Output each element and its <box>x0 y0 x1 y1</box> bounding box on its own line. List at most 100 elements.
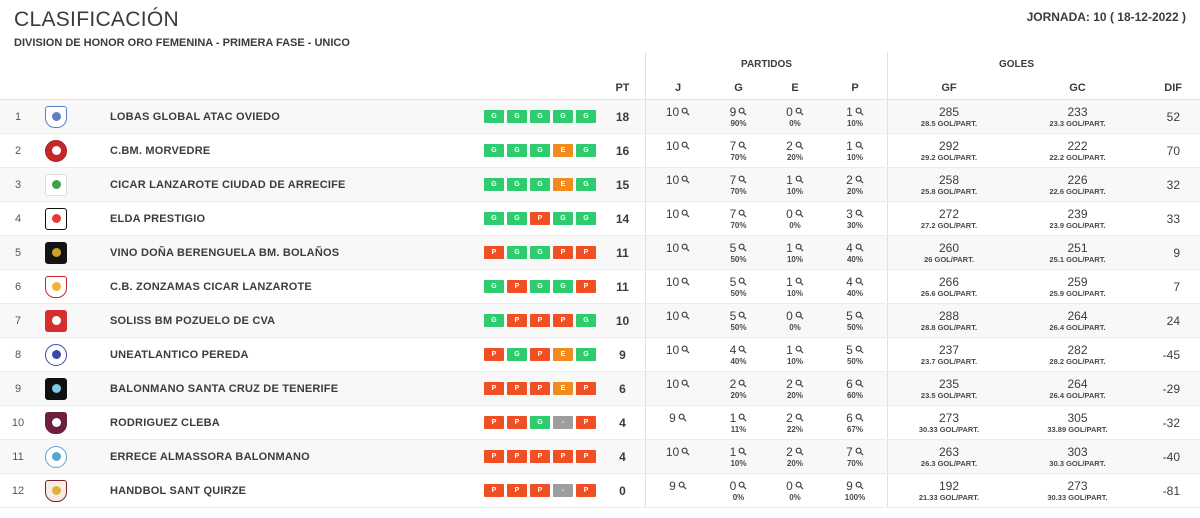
wins-cell[interactable]: 5 50% <box>710 304 767 337</box>
wins-cell[interactable]: 0 0% <box>710 474 767 507</box>
played-cell[interactable]: 10 <box>645 168 710 201</box>
points-value: 4 <box>619 449 626 464</box>
draws-cell[interactable]: 1 10% <box>767 270 823 303</box>
goals-against-average: 23.9 GOL/PART. <box>1049 220 1106 230</box>
wins-cell[interactable]: 2 20% <box>710 372 767 405</box>
magnifier-icon <box>738 311 747 320</box>
team-logo-cell <box>36 236 76 269</box>
draws-cell[interactable]: 0 0% <box>767 474 823 507</box>
team-logo-cell <box>36 406 76 439</box>
form-box: G <box>576 348 596 361</box>
losses-cell[interactable]: 4 40% <box>823 270 887 303</box>
draws-cell[interactable]: 2 22% <box>767 406 823 439</box>
played-cell[interactable]: 10 <box>645 372 710 405</box>
draws-cell[interactable]: 0 0% <box>767 202 823 235</box>
wins-cell[interactable]: 7 70% <box>710 202 767 235</box>
played-value: 10 <box>665 206 680 221</box>
wins-cell[interactable]: 9 90% <box>710 100 767 133</box>
played-cell[interactable]: 10 <box>645 134 710 167</box>
position-number: 1 <box>14 110 22 123</box>
magnifier-icon <box>795 243 804 252</box>
goals-against-average: 26.4 GOL/PART. <box>1049 322 1106 332</box>
draws-cell[interactable]: 0 0% <box>767 304 823 337</box>
page-title: CLASIFICACIÓN <box>14 8 179 31</box>
played-cell[interactable]: 10 <box>645 440 710 473</box>
form-box: P <box>530 348 550 361</box>
played-cell[interactable]: 10 <box>645 304 710 337</box>
form-box: G <box>553 212 573 225</box>
draws-cell[interactable]: 2 20% <box>767 372 823 405</box>
losses-cell[interactable]: 4 40% <box>823 236 887 269</box>
losses-cell[interactable]: 5 50% <box>823 338 887 371</box>
column-header-j: J <box>645 76 710 99</box>
column-header-gf: GF <box>887 76 1010 99</box>
table-group-header-row: PARTIDOS GOLES <box>0 52 1200 76</box>
position-number: 10 <box>11 416 25 429</box>
draws-cell[interactable]: 2 20% <box>767 134 823 167</box>
magnifier-icon <box>738 243 747 252</box>
draws-cell[interactable]: 1 10% <box>767 338 823 371</box>
wins-percent: 50% <box>730 254 747 264</box>
magnifier-icon <box>681 277 690 286</box>
wins-percent: 40% <box>730 356 747 366</box>
wins-cell[interactable]: 5 50% <box>710 236 767 269</box>
goals-against-cell: 239 23.9 GOL/PART. <box>1010 202 1145 235</box>
draws-cell[interactable]: 1 10% <box>767 236 823 269</box>
magnifier-icon <box>855 447 864 456</box>
form-box: P <box>576 484 596 497</box>
played-cell[interactable]: 10 <box>645 202 710 235</box>
losses-cell[interactable]: 1 10% <box>823 134 887 167</box>
form-box: P <box>576 280 596 293</box>
team-name: ERRECE ALMASSORA BALONMANO <box>110 450 310 463</box>
wins-cell[interactable]: 1 10% <box>710 440 767 473</box>
losses-cell[interactable]: 9 100% <box>823 474 887 507</box>
draws-cell[interactable]: 2 20% <box>767 440 823 473</box>
draws-cell[interactable]: 0 0% <box>767 100 823 133</box>
team-logo-accent <box>51 214 61 223</box>
magnifier-icon <box>681 209 690 218</box>
magnifier-icon <box>738 447 747 456</box>
magnifier-icon <box>738 277 747 286</box>
form-box: P <box>507 382 527 395</box>
form-box: P <box>484 246 504 259</box>
form-box: P <box>576 416 596 429</box>
magnifier-icon <box>681 175 690 184</box>
losses-cell[interactable]: 5 50% <box>823 304 887 337</box>
losses-value: 6 <box>846 376 853 391</box>
wins-cell[interactable]: 7 70% <box>710 168 767 201</box>
wins-percent: 50% <box>730 322 747 332</box>
wins-cell[interactable]: 1 11% <box>710 406 767 439</box>
losses-cell[interactable]: 6 67% <box>823 406 887 439</box>
points-value: 0 <box>619 483 626 498</box>
losses-cell[interactable]: 7 70% <box>823 440 887 473</box>
points-value: 15 <box>615 177 630 192</box>
goals-for-cell: 258 25.8 GOL/PART. <box>887 168 1010 201</box>
wins-cell[interactable]: 7 70% <box>710 134 767 167</box>
wins-cell[interactable]: 5 50% <box>710 270 767 303</box>
magnifier-icon <box>795 345 804 354</box>
losses-cell[interactable]: 6 60% <box>823 372 887 405</box>
form-box: G <box>576 314 596 327</box>
goals-against-average: 33.89 GOL/PART. <box>1047 424 1108 434</box>
played-cell[interactable]: 10 <box>645 270 710 303</box>
draws-percent: 20% <box>786 458 803 468</box>
played-cell[interactable]: 9 <box>645 406 710 439</box>
wins-value: 2 <box>729 376 737 391</box>
goal-difference-value: 52 <box>1166 109 1180 124</box>
losses-cell[interactable]: 1 10% <box>823 100 887 133</box>
draws-cell[interactable]: 1 10% <box>767 168 823 201</box>
team-logo-cell <box>36 270 76 303</box>
losses-value: 2 <box>846 172 853 187</box>
team-logo-accent <box>51 418 61 427</box>
played-cell[interactable]: 10 <box>645 100 710 133</box>
losses-cell[interactable]: 2 20% <box>823 168 887 201</box>
played-cell[interactable]: 9 <box>645 474 710 507</box>
played-cell[interactable]: 10 <box>645 338 710 371</box>
goal-difference-value: 33 <box>1166 211 1180 226</box>
losses-cell[interactable]: 3 30% <box>823 202 887 235</box>
wins-cell[interactable]: 4 40% <box>710 338 767 371</box>
wins-value: 7 <box>729 206 737 221</box>
played-cell[interactable]: 10 <box>645 236 710 269</box>
